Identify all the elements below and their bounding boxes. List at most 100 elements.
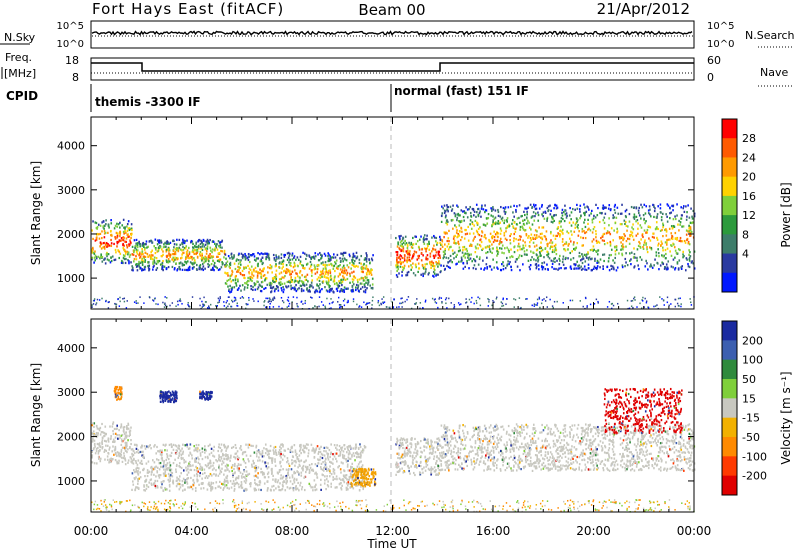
echo-cell [529, 241, 531, 244]
echo-cell [684, 269, 687, 272]
echo-cell [472, 267, 475, 270]
echo-cell [501, 305, 503, 307]
echo-cell [266, 472, 269, 476]
echo-cell [640, 307, 643, 310]
echo-cell [107, 223, 110, 226]
echo-cell [426, 254, 429, 257]
echo-cell [200, 247, 203, 250]
echo-cell [232, 479, 235, 483]
echo-cell [411, 255, 414, 258]
echo-cell [619, 223, 622, 226]
echo-cell [196, 450, 199, 453]
colorbar-bin [722, 119, 737, 139]
echo-cell [180, 456, 183, 460]
echo-cell [233, 286, 236, 289]
echo-cell [108, 301, 110, 303]
echo-cell [486, 256, 488, 259]
echo-cell [178, 299, 181, 302]
echo-cell [398, 272, 400, 275]
echo-cell [308, 289, 311, 292]
echo-cell [172, 239, 174, 243]
echo-cell [415, 242, 417, 245]
echo-cell [321, 453, 324, 456]
echo-cell [340, 288, 343, 291]
echo-cell [686, 215, 688, 218]
echo-cell [143, 257, 145, 260]
echo-cell [453, 257, 455, 260]
echo-cell [153, 473, 155, 476]
colorbar-bin [722, 195, 737, 216]
echo-cell [287, 270, 290, 273]
echo-cell [682, 253, 684, 256]
echo-cell [101, 422, 103, 426]
echo-cell [623, 233, 625, 236]
echo-cell [164, 474, 167, 478]
echo-cell [340, 303, 342, 306]
echo-cell [299, 448, 302, 451]
echo-cell [223, 473, 225, 476]
echo-cell [240, 486, 243, 489]
echo-cell [199, 242, 202, 246]
echo-cell [178, 246, 181, 249]
echo-cell [147, 485, 150, 489]
echo-cell [105, 449, 108, 452]
echo-cell [657, 227, 659, 231]
echo-cell [280, 447, 282, 450]
echo-cell [338, 284, 341, 288]
echo-cell [123, 258, 126, 261]
echo-cell [640, 217, 642, 220]
echo-cell [561, 214, 564, 217]
echo-cell [470, 253, 472, 256]
echo-cell [148, 254, 151, 257]
echo-cell [104, 448, 106, 452]
echo-cell [105, 241, 108, 245]
echo-cell [559, 235, 561, 238]
echo-cell [460, 303, 462, 305]
echo-cell [199, 250, 202, 254]
echo-cell [534, 215, 536, 218]
echo-cell [645, 205, 648, 208]
echo-cell [550, 232, 552, 235]
echo-cell [463, 245, 466, 249]
echo-cell [520, 254, 523, 258]
echo-cell [396, 306, 398, 309]
echo-cell [584, 211, 586, 214]
echo-cell [433, 236, 436, 239]
echo-cell [285, 264, 288, 267]
echo-cell [665, 263, 668, 266]
echo-cell [278, 262, 281, 265]
echo-cell [407, 296, 410, 298]
echo-cell [255, 259, 257, 262]
echo-cell [177, 303, 179, 306]
echo-cell [559, 229, 562, 232]
echo-cell [608, 217, 610, 220]
echo-cell [574, 247, 577, 250]
echo-cell [195, 472, 198, 475]
echo-cell [552, 248, 554, 252]
echo-cell [342, 271, 345, 275]
echo-cell [168, 249, 171, 252]
echo-cell [435, 274, 437, 277]
echo-cell [243, 288, 246, 291]
echo-cell [100, 253, 103, 257]
echo-cell [170, 471, 173, 474]
echo-cell [554, 204, 556, 207]
echo-cell [106, 258, 109, 261]
echo-cell [163, 243, 165, 246]
echo-cell [101, 260, 104, 263]
echo-cell [578, 251, 581, 255]
echo-cell [240, 259, 242, 262]
echo-cell [457, 220, 460, 223]
echo-cell [346, 446, 349, 449]
echo-cell [254, 288, 257, 291]
echo-cell [401, 238, 404, 241]
echo-cell [423, 242, 426, 245]
echo-cell [98, 442, 101, 445]
echo-cell [506, 217, 509, 220]
echo-cell [360, 460, 362, 463]
echo-cell [203, 296, 205, 299]
echo-cell [551, 221, 554, 224]
echo-cell [672, 258, 675, 261]
echo-cell [400, 249, 402, 253]
echo-cell [605, 206, 607, 209]
